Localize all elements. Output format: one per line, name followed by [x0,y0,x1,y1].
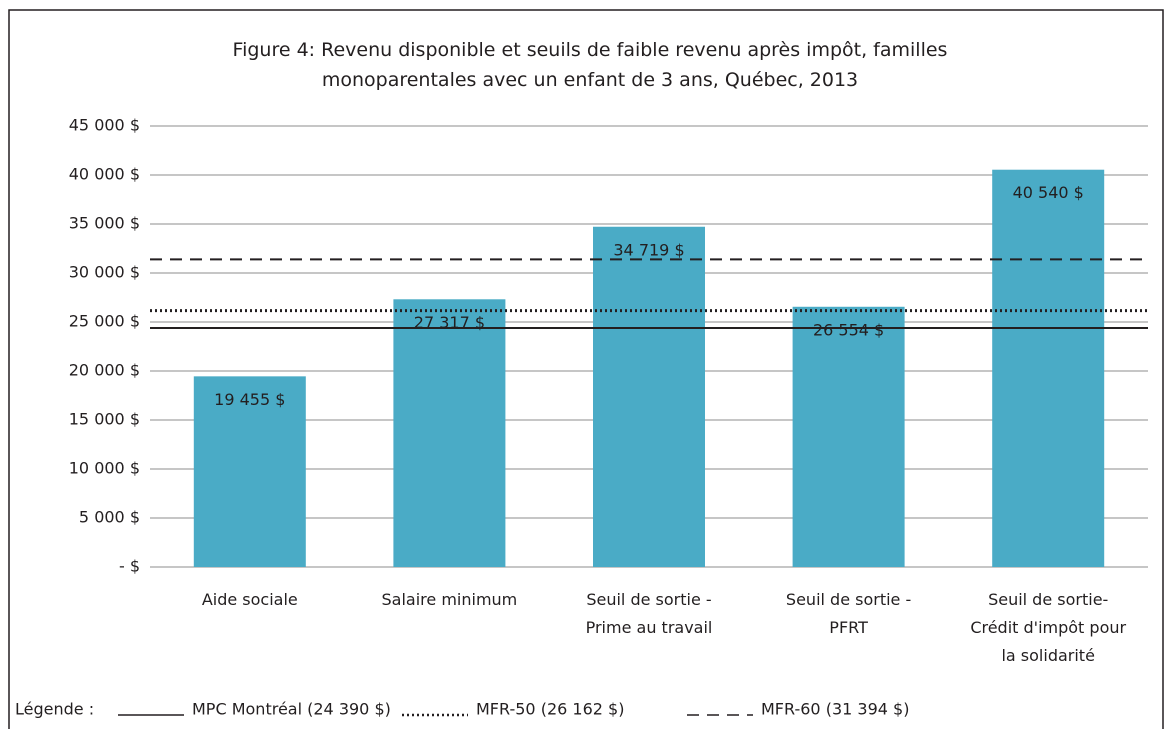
x-tick-label: Seuil de sortie -PFRT [786,590,911,637]
x-tick-label: Salaire minimum [382,590,518,609]
bar [992,169,1105,567]
data-label: 40 540 $ [1013,183,1084,202]
x-tick-label: Seuil de sortie -Prime au travail [586,590,713,637]
chart-title: Figure 4: Revenu disponible et seuils de… [233,39,948,91]
bar [792,306,905,567]
x-tick-label: Aide sociale [202,590,298,609]
y-tick-label: 15 000 $ [69,410,140,429]
bar [393,299,506,567]
y-tick-label: - $ [119,557,140,576]
frame [8,9,1164,729]
y-tick-label: 45 000 $ [69,116,140,135]
legend-label: MPC Montréal (24 390 $) [192,700,391,719]
legend-label: MFR-60 (31 394 $) [761,700,909,719]
legend-title: Légende : [15,700,94,719]
y-tick-label: 40 000 $ [69,165,140,184]
y-tick-label: 20 000 $ [69,361,140,380]
legend-label: MFR-50 (26 162 $) [476,700,624,719]
y-tick-label: 30 000 $ [69,263,140,282]
x-tick-label: Seuil de sortie-Crédit d'impôt pour la so… [970,590,1126,665]
data-label: 26 554 $ [813,320,884,339]
y-tick-label: 35 000 $ [69,214,140,233]
data-label: 34 719 $ [613,240,684,259]
bar [193,376,306,567]
y-tick-label: 25 000 $ [69,312,140,331]
y-tick-label: 10 000 $ [69,459,140,478]
y-tick-label: 5 000 $ [79,508,140,527]
bar [593,226,705,568]
data-label: 19 455 $ [214,390,285,409]
